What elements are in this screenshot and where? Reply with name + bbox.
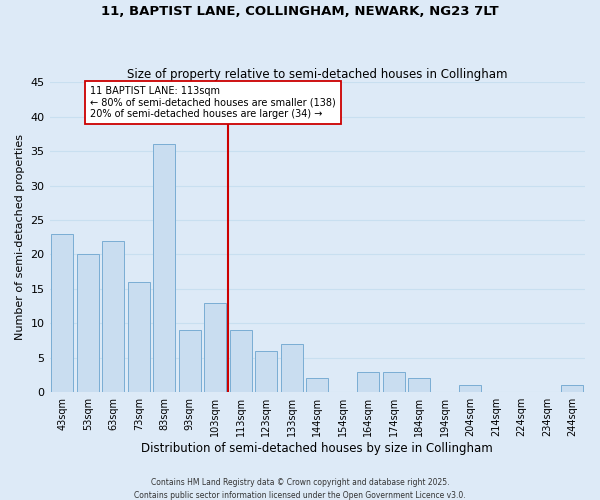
Bar	[230, 330, 251, 392]
Text: 11 BAPTIST LANE: 113sqm
← 80% of semi-detached houses are smaller (138)
20% of s: 11 BAPTIST LANE: 113sqm ← 80% of semi-de…	[91, 86, 336, 119]
Bar	[154, 144, 175, 392]
Text: 11, BAPTIST LANE, COLLINGHAM, NEWARK, NG23 7LT: 11, BAPTIST LANE, COLLINGHAM, NEWARK, NG…	[101, 5, 499, 18]
Text: Contains HM Land Registry data © Crown copyright and database right 2025.
Contai: Contains HM Land Registry data © Crown c…	[134, 478, 466, 500]
Bar	[103, 240, 124, 392]
Bar	[281, 344, 302, 392]
Bar	[409, 378, 430, 392]
Title: Size of property relative to semi-detached houses in Collingham: Size of property relative to semi-detach…	[127, 68, 508, 81]
X-axis label: Distribution of semi-detached houses by size in Collingham: Distribution of semi-detached houses by …	[142, 442, 493, 455]
Bar	[256, 351, 277, 392]
Bar	[383, 372, 404, 392]
Bar	[460, 386, 481, 392]
Y-axis label: Number of semi-detached properties: Number of semi-detached properties	[15, 134, 25, 340]
Bar	[562, 386, 583, 392]
Bar	[179, 330, 200, 392]
Bar	[358, 372, 379, 392]
Bar	[205, 302, 226, 392]
Bar	[307, 378, 328, 392]
Bar	[128, 282, 149, 392]
Bar	[52, 234, 73, 392]
Bar	[77, 254, 98, 392]
